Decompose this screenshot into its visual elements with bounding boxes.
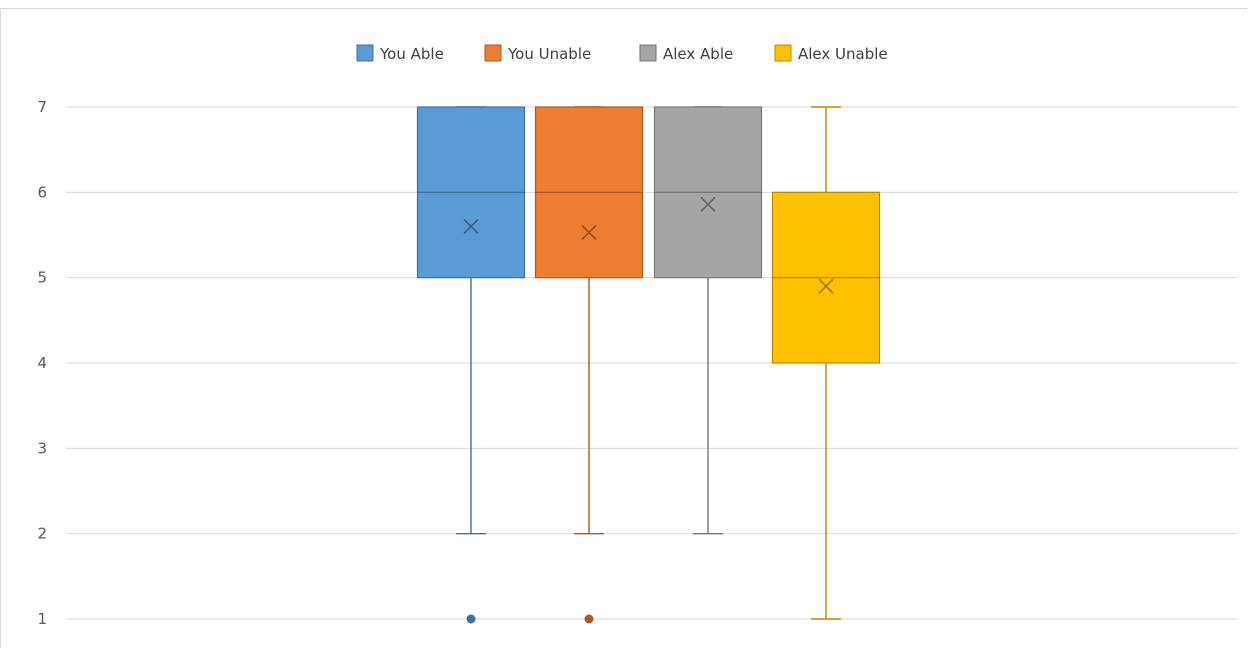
- gridlines: [66, 106, 1238, 620]
- legend-swatch: [356, 44, 374, 62]
- legend: You Able You Unable Alex Able Alex Unable: [356, 44, 888, 63]
- mean-marker: [581, 224, 597, 241]
- box-series: [534, 106, 644, 624]
- legend-label: Alex Able: [663, 45, 733, 63]
- mean-marker: [818, 278, 834, 294]
- box-series: [653, 106, 763, 535]
- y-tick-label: 1: [37, 610, 47, 628]
- y-tick-label: 6: [37, 183, 47, 201]
- legend-item: Alex Able: [639, 44, 733, 63]
- y-tick-label: 2: [37, 525, 47, 543]
- legend-item: You Able: [356, 44, 444, 63]
- legend-swatch: [639, 44, 657, 62]
- box-series: [771, 106, 881, 620]
- iqr-box: [771, 191, 881, 364]
- outlier-point: [466, 614, 476, 624]
- legend-label: You Able: [379, 45, 444, 63]
- iqr-box: [416, 106, 526, 279]
- y-axis: 1 2 3 4 5 6 7: [37, 98, 47, 628]
- y-tick-label: 4: [37, 354, 47, 372]
- y-tick-label: 7: [37, 98, 47, 116]
- iqr-box: [653, 106, 763, 279]
- y-tick-label: 3: [37, 439, 47, 457]
- legend-item: You Unable: [484, 44, 591, 63]
- mean-marker: [700, 196, 716, 212]
- y-tick-label: 5: [37, 269, 47, 287]
- plot-area: [416, 106, 881, 624]
- legend-label: Alex Unable: [798, 45, 888, 63]
- outlier-point: [584, 614, 594, 624]
- legend-item: Alex Unable: [774, 44, 888, 63]
- iqr-box: [534, 106, 644, 279]
- mean-marker: [463, 218, 479, 235]
- legend-swatch: [774, 44, 792, 62]
- box-series: [416, 106, 526, 624]
- legend-swatch: [484, 44, 502, 62]
- legend-label: You Unable: [507, 45, 591, 63]
